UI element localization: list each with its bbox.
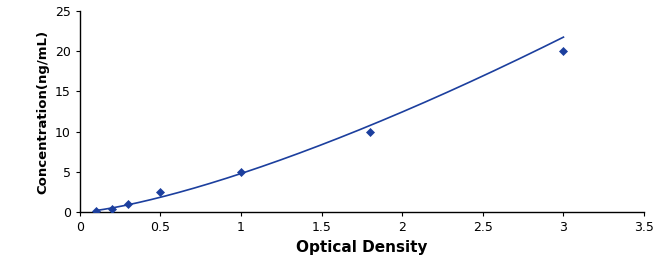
- X-axis label: Optical Density: Optical Density: [296, 240, 428, 255]
- Y-axis label: Concentration(ng/mL): Concentration(ng/mL): [37, 29, 49, 194]
